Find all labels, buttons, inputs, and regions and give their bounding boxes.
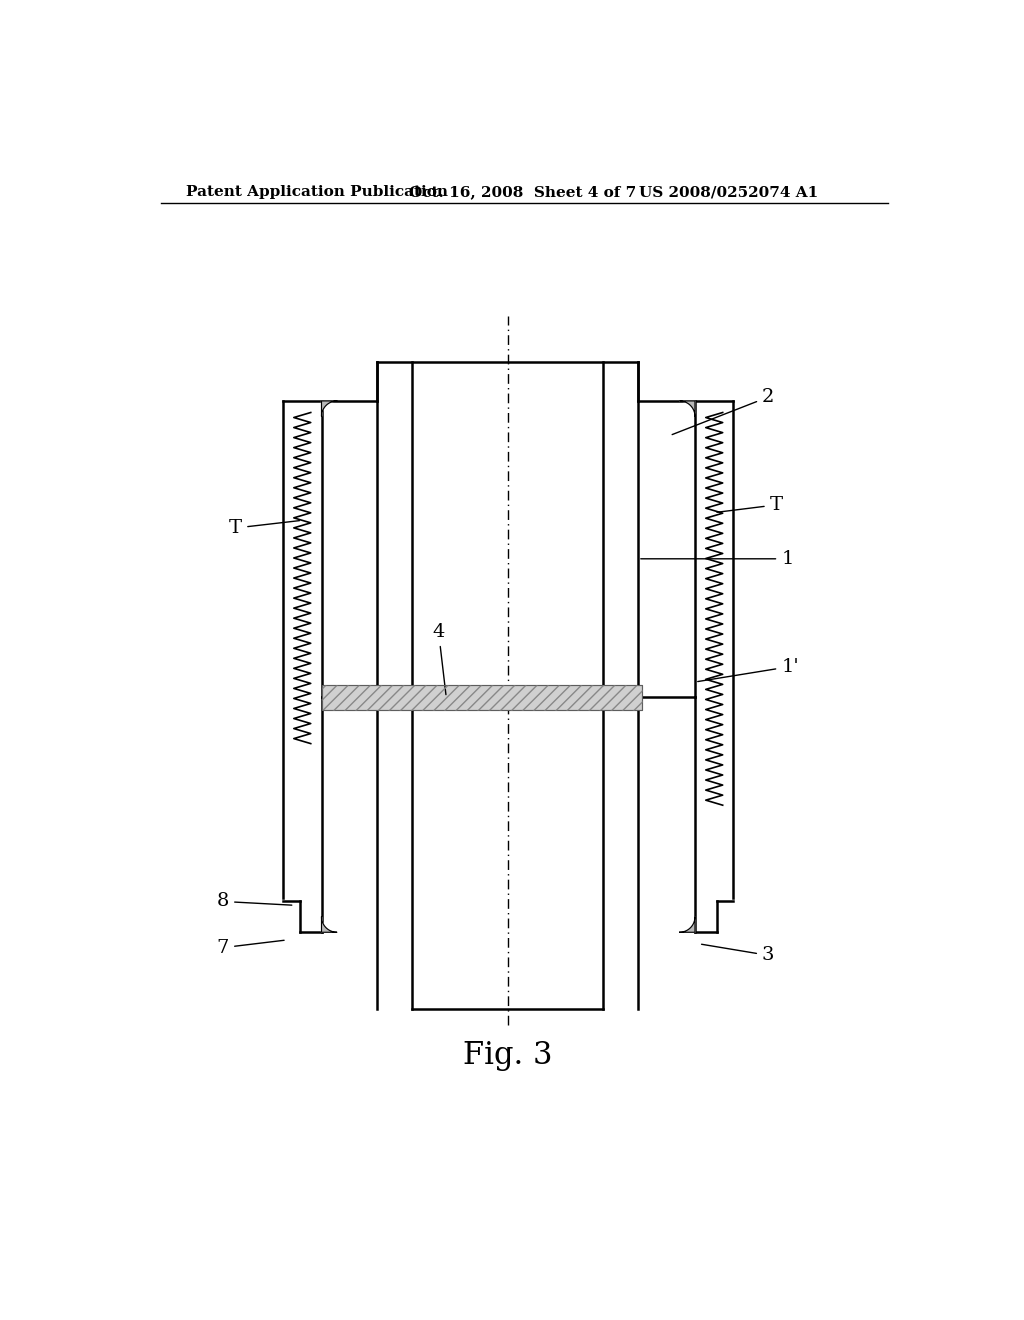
Text: 1': 1'	[697, 657, 799, 681]
Text: T: T	[717, 496, 782, 513]
Text: 7: 7	[217, 939, 284, 957]
Text: Fig. 3: Fig. 3	[463, 1040, 553, 1071]
Text: 2: 2	[672, 388, 774, 434]
Polygon shape	[680, 917, 695, 932]
Polygon shape	[322, 401, 337, 416]
Polygon shape	[322, 917, 337, 932]
Text: T: T	[229, 519, 299, 537]
Text: 4: 4	[432, 623, 445, 694]
Text: 3: 3	[701, 944, 774, 965]
Text: Patent Application Publication: Patent Application Publication	[186, 185, 449, 199]
Text: 8: 8	[217, 892, 292, 911]
Text: US 2008/0252074 A1: US 2008/0252074 A1	[639, 185, 818, 199]
Polygon shape	[680, 401, 695, 416]
Text: 1: 1	[641, 550, 794, 568]
Text: Oct. 16, 2008  Sheet 4 of 7: Oct. 16, 2008 Sheet 4 of 7	[410, 185, 637, 199]
Bar	[322, 685, 642, 710]
Bar	[322, 685, 642, 710]
